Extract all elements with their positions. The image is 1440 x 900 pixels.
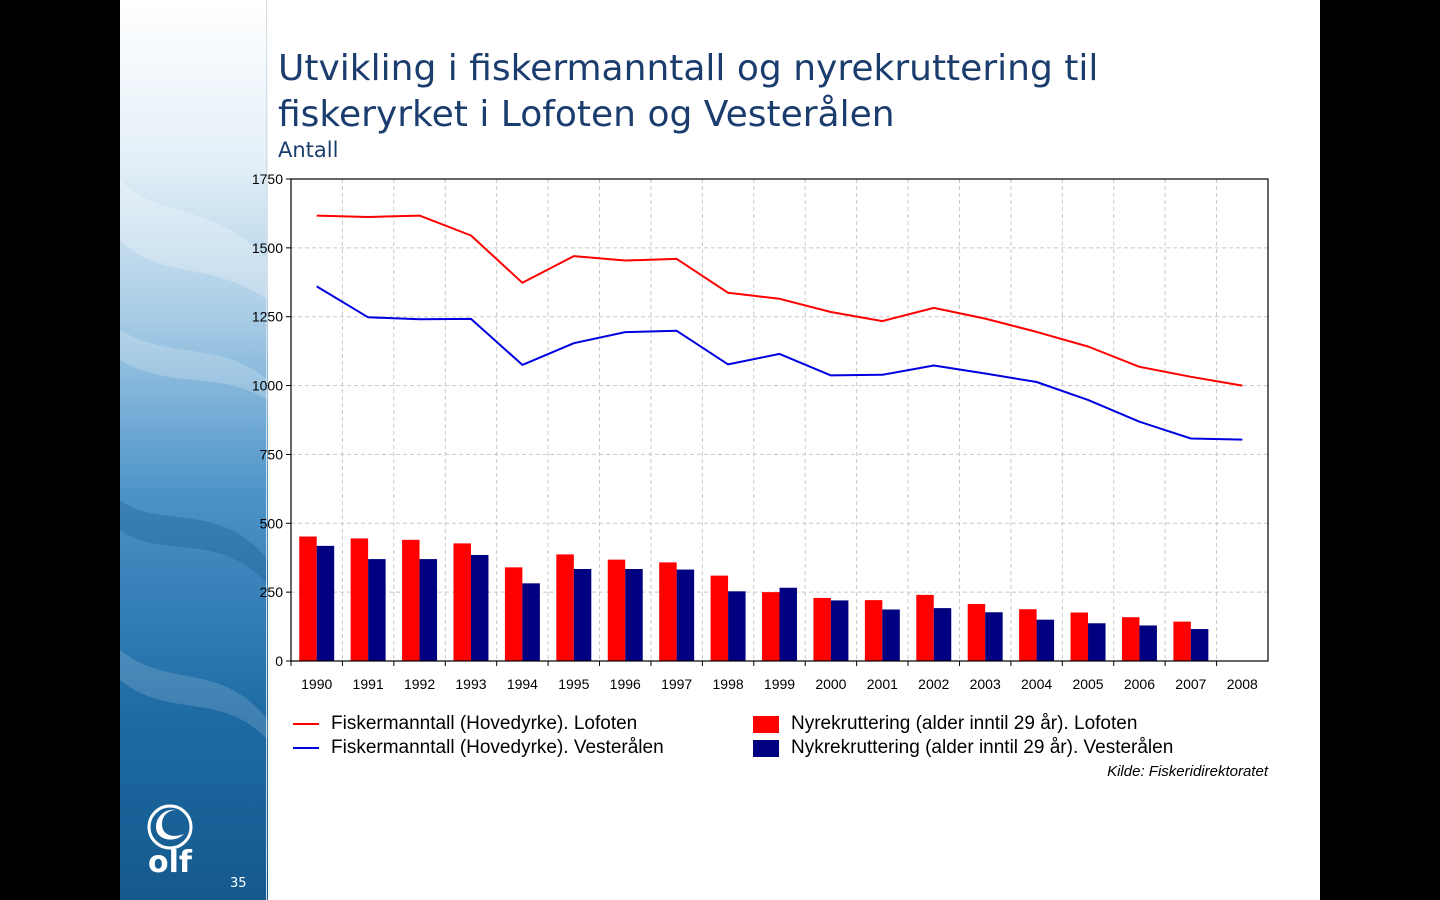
bar-vesteralen xyxy=(1088,623,1106,661)
bar-vesteralen xyxy=(625,569,643,661)
bar-vesteralen xyxy=(933,608,952,661)
bar-lofoten xyxy=(1019,609,1037,661)
bar-lofoten xyxy=(1173,621,1191,661)
x-tick-label: 1998 xyxy=(713,676,744,692)
x-tick-label: 1996 xyxy=(610,676,641,692)
x-tick-label: 1992 xyxy=(404,676,435,692)
y-tick-label: 1000 xyxy=(252,378,283,394)
x-tick-label: 2002 xyxy=(918,676,949,692)
line-series-vesteralen xyxy=(316,285,1243,441)
bar-lofoten xyxy=(916,594,934,661)
bar-lofoten xyxy=(762,592,780,661)
y-tick-label: 1750 xyxy=(252,171,283,187)
y-tick-label: 1500 xyxy=(252,240,283,256)
page-number: 35 xyxy=(230,876,247,891)
legend-item-lofoten-line: Fiskermanntall (Hovedyrke). Lofoten xyxy=(293,712,664,736)
bar-lofoten xyxy=(350,538,369,661)
bar-vesteralen xyxy=(779,587,797,661)
bar-vesteralen xyxy=(573,569,592,661)
x-tick-label: 2003 xyxy=(970,676,1001,692)
chart: 0 250 500 750 1000 1250 1500 1750 1990 1991 1992 19… xyxy=(252,171,1269,692)
x-tick-label: 2004 xyxy=(1021,676,1052,692)
bar-vesteralen xyxy=(882,609,900,661)
legend-label: Fiskermanntall (Hovedyrke). Vesterålen xyxy=(331,737,664,758)
bar-vesteralen xyxy=(470,554,489,661)
bar-vesteralen xyxy=(830,600,849,661)
x-tick-label: 1995 xyxy=(558,676,589,692)
bar-lofoten xyxy=(1070,612,1089,661)
legend-swatch-blue-line xyxy=(293,747,319,749)
x-tick-label: 1994 xyxy=(507,676,538,692)
legend-swatch-red-bar xyxy=(753,715,779,733)
legend-item-vesteralen-bar: Nykrekruttering (alder inntil 29 år). Ve… xyxy=(753,736,1173,760)
svg-text:olf: olf xyxy=(148,845,193,880)
x-tick-label: 1993 xyxy=(455,676,486,692)
x-tick-label: 2008 xyxy=(1227,676,1258,692)
bar-vesteralen xyxy=(1190,629,1209,661)
x-tick-label: 2000 xyxy=(815,676,846,692)
bar-lofoten xyxy=(556,554,574,661)
legend-item-vesteralen-line: Fiskermanntall (Hovedyrke). Vesterålen xyxy=(293,736,664,760)
bar-vesteralen xyxy=(368,559,386,661)
bar-vesteralen xyxy=(419,559,438,661)
bar-lofoten xyxy=(813,597,831,661)
bar-lofoten xyxy=(504,567,523,661)
bar-vesteralen xyxy=(676,569,695,661)
bar-vesteralen xyxy=(1139,625,1157,661)
legend-swatch-navy-bar xyxy=(753,739,779,757)
ocean-decoration xyxy=(120,0,268,900)
bar-vesteralen xyxy=(985,612,1003,661)
legend-label: Nykrekruttering (alder inntil 29 år). Ve… xyxy=(791,737,1174,758)
y-tick-label: 500 xyxy=(260,515,284,531)
x-tick-label: 1997 xyxy=(661,676,692,692)
y-tick-label: 0 xyxy=(275,653,283,669)
bar-vesteralen xyxy=(728,591,746,661)
bar-lofoten xyxy=(453,543,471,661)
x-tick-label: 2001 xyxy=(867,676,898,692)
x-tick-label: 1999 xyxy=(764,676,795,692)
x-tick-label: 2005 xyxy=(1072,676,1103,692)
x-tick-label: 1990 xyxy=(301,676,332,692)
bar-lofoten xyxy=(864,600,883,661)
y-tick-label: 1250 xyxy=(252,309,283,325)
sidebar-divider xyxy=(266,0,267,900)
bar-lofoten xyxy=(299,536,317,661)
y-tick-label: 250 xyxy=(260,584,284,600)
slide-title-line1: Utvikling i fiskermanntall og nyrekrutte… xyxy=(278,48,1099,89)
bar-lofoten xyxy=(1121,617,1140,661)
legend-bars: Nyrekruttering (alder inntil 29 år). Lof… xyxy=(753,712,1173,760)
bar-lofoten xyxy=(967,603,986,661)
slide: olf 35 Utvikling i fiskermanntall og nyr… xyxy=(120,0,1320,900)
legend-item-lofoten-bar: Nyrekruttering (alder inntil 29 år). Lof… xyxy=(753,712,1173,736)
bar-lofoten xyxy=(659,562,677,661)
olf-logo: olf xyxy=(144,800,204,890)
bar-vesteralen xyxy=(1036,619,1055,661)
y-tick-label: 750 xyxy=(260,446,284,462)
slide-title: Utvikling i fiskermanntall og nyrekrutte… xyxy=(278,46,1238,138)
legend-label: Nyrekruttering (alder inntil 29 år). Lof… xyxy=(791,713,1138,734)
slide-subtitle: Antall xyxy=(278,138,339,162)
legend-lines: Fiskermanntall (Hovedyrke). Lofoten Fisk… xyxy=(293,712,664,760)
slide-title-line2: fiskeryrket i Lofoten og Vesterålen xyxy=(278,94,895,135)
line-series-lofoten xyxy=(316,214,1243,387)
bar-lofoten xyxy=(607,559,626,661)
bar-lofoten xyxy=(710,575,729,661)
legend-swatch-red-line xyxy=(293,723,319,725)
x-tick-label: 2007 xyxy=(1175,676,1206,692)
bar-vesteralen xyxy=(522,583,540,661)
bar-lofoten xyxy=(402,539,420,661)
bar-vesteralen xyxy=(316,545,335,661)
plot-frame xyxy=(290,178,1269,662)
legend-label: Fiskermanntall (Hovedyrke). Lofoten xyxy=(331,713,638,734)
x-tick-label: 1991 xyxy=(353,676,384,692)
source-note: Kilde: Fiskeridirektoratet xyxy=(1107,763,1268,780)
x-tick-label: 2006 xyxy=(1124,676,1155,692)
